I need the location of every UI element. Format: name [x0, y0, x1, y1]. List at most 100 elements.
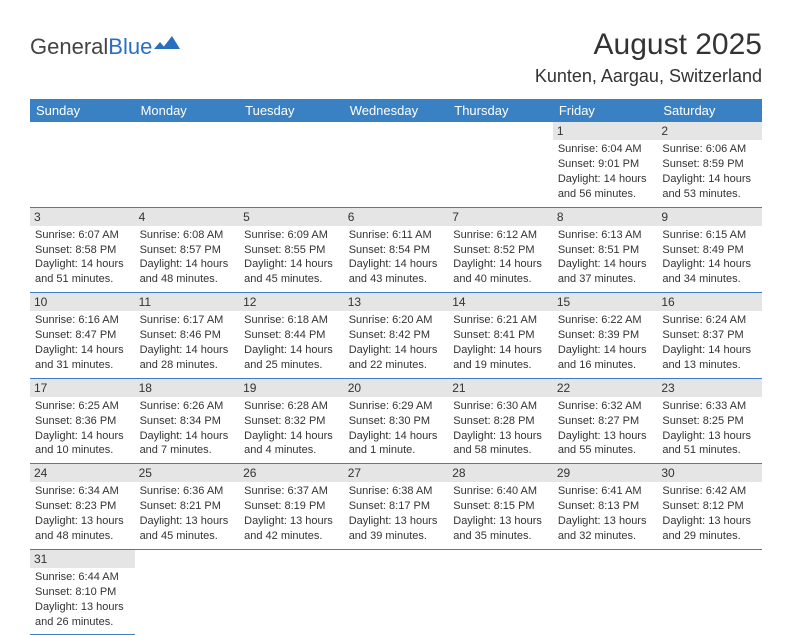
- sunrise-text: Sunrise: 6:33 AM: [662, 399, 757, 414]
- day-header: Thursday: [448, 99, 553, 122]
- page-header: GeneralBlue August 2025 Kunten, Aargau, …: [30, 28, 762, 89]
- daylight-text: Daylight: 14 hours and 25 minutes.: [244, 343, 339, 373]
- calendar-day-cell: [553, 549, 658, 635]
- sunrise-text: Sunrise: 6:20 AM: [349, 313, 444, 328]
- sunrise-text: Sunrise: 6:32 AM: [558, 399, 653, 414]
- calendar-day-cell: 20 Sunrise: 6:29 AMSunset: 8:30 PMDayligh…: [344, 378, 449, 464]
- sunset-text: Sunset: 8:30 PM: [349, 414, 444, 429]
- sunrise-text: Sunrise: 6:07 AM: [35, 228, 130, 243]
- sunset-text: Sunset: 8:58 PM: [35, 243, 130, 258]
- day-number: 25: [135, 464, 240, 482]
- day-info: Sunrise: 6:07 AMSunset: 8:58 PMDaylight:…: [35, 228, 130, 287]
- day-info: Sunrise: 6:18 AMSunset: 8:44 PMDaylight:…: [244, 313, 339, 372]
- sunrise-text: Sunrise: 6:36 AM: [140, 484, 235, 499]
- day-number: 13: [344, 293, 449, 311]
- month-title: August 2025: [535, 28, 762, 62]
- day-number: 9: [657, 208, 762, 226]
- sunrise-text: Sunrise: 6:21 AM: [453, 313, 548, 328]
- day-number: 29: [553, 464, 658, 482]
- sunrise-text: Sunrise: 6:26 AM: [140, 399, 235, 414]
- daylight-text: Daylight: 14 hours and 56 minutes.: [558, 172, 653, 202]
- sunrise-text: Sunrise: 6:09 AM: [244, 228, 339, 243]
- calendar-day-cell: 28Sunrise: 6:40 AMSunset: 8:15 PMDayligh…: [448, 464, 553, 550]
- day-info: Sunrise: 6:29 AMSunset: 8:30 PMDaylight:…: [349, 399, 444, 458]
- day-header: Friday: [553, 99, 658, 122]
- sunset-text: Sunset: 8:47 PM: [35, 328, 130, 343]
- sunset-text: Sunset: 8:34 PM: [140, 414, 235, 429]
- sunset-text: Sunset: 9:01 PM: [558, 157, 653, 172]
- calendar-day-cell: 13Sunrise: 6:20 AMSunset: 8:42 PMDayligh…: [344, 293, 449, 379]
- calendar-week-row: 24Sunrise: 6:34 AMSunset: 8:23 PMDayligh…: [30, 464, 762, 550]
- calendar-day-cell: 22Sunrise: 6:32 AMSunset: 8:27 PMDayligh…: [553, 378, 658, 464]
- day-info: Sunrise: 6:22 AMSunset: 8:39 PMDaylight:…: [558, 313, 653, 372]
- daylight-text: Daylight: 14 hours and 16 minutes.: [558, 343, 653, 373]
- calendar-day-cell: 5Sunrise: 6:09 AMSunset: 8:55 PMDaylight…: [239, 207, 344, 293]
- calendar-week-row: 1Sunrise: 6:04 AMSunset: 9:01 PMDaylight…: [30, 122, 762, 207]
- day-info: Sunrise: 6:06 AMSunset: 8:59 PMDaylight:…: [662, 142, 757, 201]
- day-number: 5: [239, 208, 344, 226]
- calendar-day-cell: [344, 549, 449, 635]
- daylight-text: Daylight: 14 hours and 4 minutes.: [244, 429, 339, 459]
- calendar-day-cell: [135, 549, 240, 635]
- day-number: 11: [135, 293, 240, 311]
- calendar-day-cell: 30Sunrise: 6:42 AMSunset: 8:12 PMDayligh…: [657, 464, 762, 550]
- day-number: 19: [239, 379, 344, 397]
- day-info: Sunrise: 6:11 AMSunset: 8:54 PMDaylight:…: [349, 228, 444, 287]
- day-number: 30: [657, 464, 762, 482]
- sunset-text: Sunset: 8:46 PM: [140, 328, 235, 343]
- calendar-day-cell: [239, 122, 344, 207]
- calendar-day-cell: 16Sunrise: 6:24 AMSunset: 8:37 PMDayligh…: [657, 293, 762, 379]
- calendar-table: SundayMondayTuesdayWednesdayThursdayFrid…: [30, 99, 762, 635]
- sunset-text: Sunset: 8:36 PM: [35, 414, 130, 429]
- day-info: Sunrise: 6:26 AMSunset: 8:34 PMDaylight:…: [140, 399, 235, 458]
- daylight-text: Daylight: 13 hours and 29 minutes.: [662, 514, 757, 544]
- sunrise-text: Sunrise: 6:44 AM: [35, 570, 130, 585]
- day-number: 3: [30, 208, 135, 226]
- day-info: Sunrise: 6:12 AMSunset: 8:52 PMDaylight:…: [453, 228, 548, 287]
- sunrise-text: Sunrise: 6:15 AM: [662, 228, 757, 243]
- daylight-text: Daylight: 14 hours and 7 minutes.: [140, 429, 235, 459]
- sunrise-text: Sunrise: 6:06 AM: [662, 142, 757, 157]
- calendar-day-cell: 11Sunrise: 6:17 AMSunset: 8:46 PMDayligh…: [135, 293, 240, 379]
- calendar-day-cell: 27Sunrise: 6:38 AMSunset: 8:17 PMDayligh…: [344, 464, 449, 550]
- sunset-text: Sunset: 8:19 PM: [244, 499, 339, 514]
- calendar-day-cell: 17Sunrise: 6:25 AMSunset: 8:36 PMDayligh…: [30, 378, 135, 464]
- calendar-day-cell: 21Sunrise: 6:30 AMSunset: 8:28 PMDayligh…: [448, 378, 553, 464]
- logo-flag-icon: [154, 34, 180, 52]
- sunset-text: Sunset: 8:15 PM: [453, 499, 548, 514]
- day-number: 22: [553, 379, 658, 397]
- daylight-text: Daylight: 14 hours and 31 minutes.: [35, 343, 130, 373]
- logo: GeneralBlue: [30, 34, 180, 60]
- day-number: 6: [344, 208, 449, 226]
- daylight-text: Daylight: 13 hours and 48 minutes.: [35, 514, 130, 544]
- calendar-week-row: 3Sunrise: 6:07 AMSunset: 8:58 PMDaylight…: [30, 207, 762, 293]
- sunset-text: Sunset: 8:59 PM: [662, 157, 757, 172]
- sunrise-text: Sunrise: 6:29 AM: [349, 399, 444, 414]
- day-info: Sunrise: 6:40 AMSunset: 8:15 PMDaylight:…: [453, 484, 548, 543]
- sunset-text: Sunset: 8:57 PM: [140, 243, 235, 258]
- sunrise-text: Sunrise: 6:12 AM: [453, 228, 548, 243]
- daylight-text: Daylight: 13 hours and 58 minutes.: [453, 429, 548, 459]
- calendar-day-cell: [135, 122, 240, 207]
- calendar-day-cell: 8Sunrise: 6:13 AMSunset: 8:51 PMDaylight…: [553, 207, 658, 293]
- daylight-text: Daylight: 14 hours and 34 minutes.: [662, 257, 757, 287]
- day-info: Sunrise: 6:25 AMSunset: 8:36 PMDaylight:…: [35, 399, 130, 458]
- calendar-week-row: 10Sunrise: 6:16 AMSunset: 8:47 PMDayligh…: [30, 293, 762, 379]
- daylight-text: Daylight: 13 hours and 39 minutes.: [349, 514, 444, 544]
- day-info: Sunrise: 6:28 AMSunset: 8:32 PMDaylight:…: [244, 399, 339, 458]
- day-number: 15: [553, 293, 658, 311]
- day-info: Sunrise: 6:15 AMSunset: 8:49 PMDaylight:…: [662, 228, 757, 287]
- calendar-day-cell: [448, 549, 553, 635]
- calendar-day-cell: 12Sunrise: 6:18 AMSunset: 8:44 PMDayligh…: [239, 293, 344, 379]
- location: Kunten, Aargau, Switzerland: [535, 66, 762, 87]
- sunset-text: Sunset: 8:55 PM: [244, 243, 339, 258]
- daylight-text: Daylight: 13 hours and 35 minutes.: [453, 514, 548, 544]
- day-info: Sunrise: 6:44 AMSunset: 8:10 PMDaylight:…: [35, 570, 130, 629]
- sunrise-text: Sunrise: 6:16 AM: [35, 313, 130, 328]
- sunset-text: Sunset: 8:51 PM: [558, 243, 653, 258]
- day-info: Sunrise: 6:21 AMSunset: 8:41 PMDaylight:…: [453, 313, 548, 372]
- daylight-text: Daylight: 13 hours and 51 minutes.: [662, 429, 757, 459]
- day-number: 20: [344, 379, 449, 397]
- daylight-text: Daylight: 13 hours and 42 minutes.: [244, 514, 339, 544]
- sunrise-text: Sunrise: 6:04 AM: [558, 142, 653, 157]
